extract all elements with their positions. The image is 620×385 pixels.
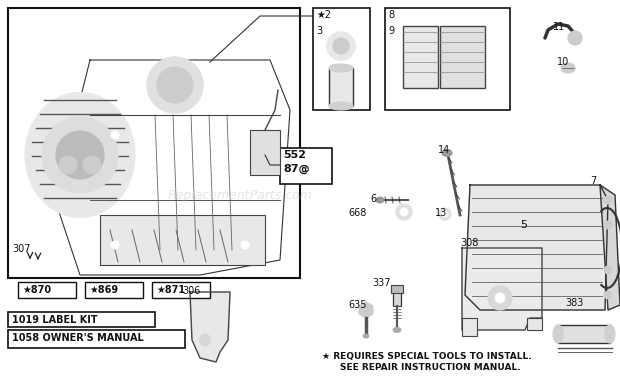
Text: 7: 7 <box>590 176 596 186</box>
Circle shape <box>241 241 249 249</box>
Text: ★869: ★869 <box>89 285 118 295</box>
Bar <box>18 282 76 298</box>
Text: 635: 635 <box>348 300 366 310</box>
Text: ★870: ★870 <box>22 285 51 295</box>
Ellipse shape <box>376 197 384 203</box>
Text: 3: 3 <box>316 26 322 36</box>
Circle shape <box>439 208 451 220</box>
Circle shape <box>111 241 119 249</box>
Bar <box>440 26 485 88</box>
Ellipse shape <box>25 92 135 218</box>
Ellipse shape <box>329 64 353 72</box>
Bar <box>391 285 403 293</box>
Bar <box>85 282 143 298</box>
Bar <box>152 282 210 298</box>
Ellipse shape <box>442 149 452 156</box>
Circle shape <box>495 293 505 303</box>
Text: 337: 337 <box>372 278 391 288</box>
Circle shape <box>83 156 101 174</box>
Circle shape <box>488 286 512 310</box>
Text: 383: 383 <box>565 298 583 308</box>
Bar <box>8 8 300 278</box>
Circle shape <box>147 57 203 113</box>
Text: 308: 308 <box>460 238 479 248</box>
Bar <box>558 325 610 343</box>
Text: ReplacementParts.com: ReplacementParts.com <box>167 189 312 201</box>
Text: 668: 668 <box>348 208 366 218</box>
Circle shape <box>604 266 612 274</box>
Polygon shape <box>462 248 542 330</box>
Bar <box>280 148 332 184</box>
Text: 552: 552 <box>283 150 306 160</box>
Bar <box>527 318 542 330</box>
Polygon shape <box>465 185 608 310</box>
Ellipse shape <box>329 102 353 110</box>
Polygon shape <box>600 185 620 310</box>
Bar <box>250 130 280 175</box>
Text: 8: 8 <box>388 10 394 20</box>
Circle shape <box>604 291 612 299</box>
Circle shape <box>241 131 249 139</box>
Polygon shape <box>55 60 290 275</box>
Bar <box>8 312 155 327</box>
Ellipse shape <box>553 325 563 343</box>
Text: 87@: 87@ <box>283 164 309 174</box>
Text: SEE REPAIR INSTRUCTION MANUAL.: SEE REPAIR INSTRUCTION MANUAL. <box>340 363 521 372</box>
Circle shape <box>56 131 104 179</box>
Ellipse shape <box>561 63 575 73</box>
Bar <box>329 68 353 106</box>
Text: 13: 13 <box>435 208 447 218</box>
Circle shape <box>327 32 355 60</box>
Text: 1019 LABEL KIT: 1019 LABEL KIT <box>12 315 97 325</box>
Polygon shape <box>190 292 230 362</box>
Circle shape <box>111 131 119 139</box>
Bar <box>100 215 265 265</box>
Ellipse shape <box>605 325 615 343</box>
Circle shape <box>604 221 612 229</box>
Bar <box>385 8 510 110</box>
Bar <box>393 288 401 306</box>
Text: 11: 11 <box>553 22 565 32</box>
Circle shape <box>568 31 582 45</box>
Text: 9: 9 <box>388 26 394 36</box>
Circle shape <box>604 196 612 204</box>
Text: ★2: ★2 <box>316 10 331 20</box>
Text: 306: 306 <box>182 286 200 296</box>
Circle shape <box>199 334 211 346</box>
Circle shape <box>396 204 412 220</box>
Text: 14: 14 <box>438 145 450 155</box>
Text: 307: 307 <box>12 244 30 254</box>
Text: ★ REQUIRES SPECIAL TOOLS TO INSTALL.: ★ REQUIRES SPECIAL TOOLS TO INSTALL. <box>322 352 531 361</box>
Circle shape <box>42 117 118 193</box>
Text: 6: 6 <box>370 194 376 204</box>
Circle shape <box>442 211 448 217</box>
Bar <box>403 26 438 88</box>
Circle shape <box>59 156 77 174</box>
Circle shape <box>157 67 193 103</box>
Circle shape <box>400 208 408 216</box>
Bar <box>462 318 477 336</box>
Circle shape <box>333 38 349 54</box>
Bar <box>313 8 370 110</box>
Ellipse shape <box>393 328 401 333</box>
Ellipse shape <box>363 334 369 338</box>
Text: 5: 5 <box>520 220 527 230</box>
Text: 10: 10 <box>557 57 569 67</box>
Text: 1058 OWNER'S MANUAL: 1058 OWNER'S MANUAL <box>12 333 144 343</box>
Text: ★871: ★871 <box>156 285 185 295</box>
Bar <box>8 330 185 348</box>
